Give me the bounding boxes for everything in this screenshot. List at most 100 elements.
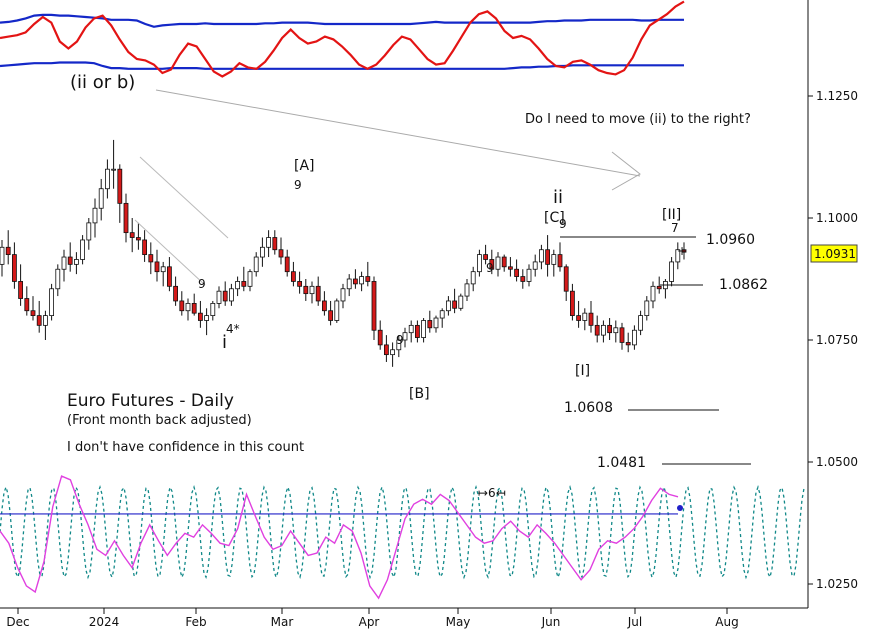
oscillator-cycle-marker: ↦6↤ (478, 486, 506, 500)
candle (520, 269, 526, 289)
wave-label: 9 (294, 178, 302, 192)
candle-body (179, 300, 185, 312)
candle (390, 342, 396, 367)
candle (123, 193, 129, 243)
candle-body (148, 254, 154, 263)
candle-body (61, 256, 67, 270)
candle (30, 296, 36, 321)
level-label: 1.0960 (706, 232, 755, 248)
candle-body (681, 249, 687, 253)
candle-body (495, 256, 501, 270)
wave-label: Do I need to move (ii) to the right? (525, 112, 751, 127)
candle-body (514, 268, 519, 277)
candle (501, 254, 507, 272)
candle-body (476, 254, 482, 273)
candle-body (650, 285, 656, 302)
candle (173, 276, 179, 306)
candle (663, 279, 668, 299)
candle-body (675, 249, 681, 263)
candle-body (396, 339, 402, 351)
candle (532, 254, 538, 277)
candle-body (210, 302, 216, 316)
candle (11, 242, 17, 289)
candle-body (470, 271, 476, 285)
candle (297, 271, 303, 294)
candle (470, 266, 476, 292)
candle (607, 318, 612, 340)
candle (526, 264, 532, 287)
candle-body (272, 237, 278, 251)
candle-body (117, 168, 123, 204)
candle (92, 198, 98, 238)
candle-body (557, 254, 563, 268)
candle (80, 235, 85, 265)
candle-body (49, 288, 54, 317)
candle (228, 283, 234, 306)
candle-body (328, 310, 334, 321)
candle (495, 252, 501, 277)
candle (160, 261, 166, 287)
candle-body (644, 300, 650, 316)
y-axis: 1.0250 1.0500 1.0750 1.1000 1.1250 (808, 89, 858, 591)
candle (210, 300, 216, 321)
candle-body (228, 288, 234, 302)
wave-label: 9 (396, 333, 404, 347)
candle-body (309, 285, 315, 295)
candle-body (36, 315, 42, 326)
candle (5, 230, 11, 265)
candle-body (241, 281, 247, 287)
candle-body (253, 256, 259, 273)
oscillator-line (0, 0, 685, 78)
candle-body (321, 300, 327, 312)
chart-note: I don't have confidence in this count (67, 440, 304, 455)
y-tick-label: 1.1000 (816, 211, 858, 225)
candle (545, 235, 550, 277)
wave-label: [B] (409, 386, 430, 402)
candle-body (142, 239, 148, 256)
candle-body (601, 324, 606, 336)
last-price-badge: 1.0931 (814, 247, 856, 261)
candle-body (613, 327, 619, 334)
candle-body (154, 261, 160, 273)
candle (216, 286, 222, 309)
candle (650, 281, 656, 309)
candle (377, 320, 383, 350)
candle (563, 264, 569, 301)
candle-body (619, 327, 625, 343)
candle (272, 230, 278, 255)
candle-body (365, 276, 371, 282)
candle (359, 271, 365, 292)
candle-body (576, 315, 581, 321)
x-tick-label: Dec (6, 615, 29, 629)
candle-body (297, 281, 303, 287)
candle-body (551, 254, 557, 265)
candle (427, 310, 433, 333)
candle-body (464, 283, 470, 297)
candle-body (173, 285, 179, 302)
candle-body (5, 246, 11, 255)
candle-body (334, 300, 340, 321)
candle-body (458, 295, 464, 309)
candle (154, 249, 160, 282)
wave-label: [A] (294, 158, 315, 174)
candle (619, 322, 625, 350)
candle-body (160, 266, 166, 273)
candle (49, 283, 54, 321)
candle (284, 249, 290, 277)
candle (185, 298, 191, 321)
candle-body (452, 300, 458, 309)
candle (464, 279, 470, 301)
candle-body (489, 259, 495, 270)
x-tick-label: Jul (627, 615, 642, 629)
candle-body (74, 259, 79, 265)
candle (105, 159, 110, 199)
candle-body (545, 249, 550, 265)
candle (675, 242, 681, 270)
upper-oscillator-panel (0, 0, 685, 78)
x-tick-label: Apr (359, 615, 380, 629)
candle (476, 249, 482, 277)
candle (247, 269, 253, 292)
candle-body (588, 312, 594, 326)
candle (656, 276, 662, 294)
